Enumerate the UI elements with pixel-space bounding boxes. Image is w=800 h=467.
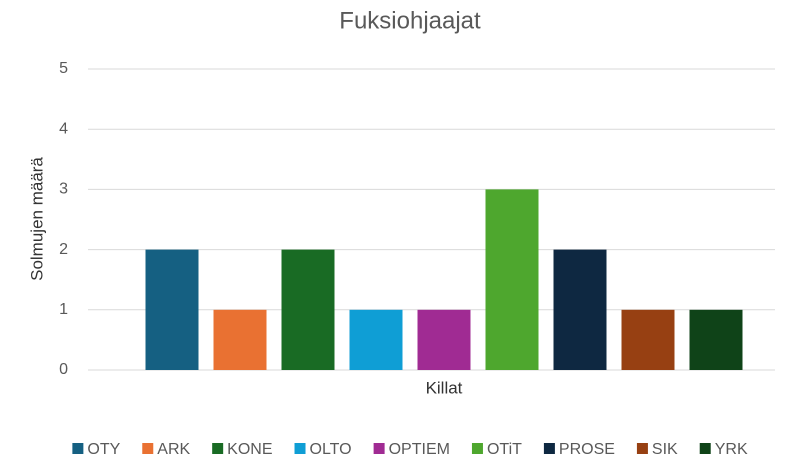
bar	[281, 249, 335, 370]
legend-swatch	[373, 443, 385, 454]
bar	[145, 249, 199, 370]
legend-swatch	[294, 443, 306, 454]
y-tick-label: 5	[59, 60, 68, 77]
legend-swatch	[699, 443, 711, 454]
legend-label: YRK	[715, 441, 748, 458]
y-tick-label: 4	[59, 120, 68, 137]
y-tick-label: 3	[59, 181, 68, 198]
legend-swatch	[636, 443, 648, 454]
bar	[621, 309, 675, 370]
bar	[553, 249, 607, 370]
bar	[485, 189, 539, 370]
legend-label: OPTIEM	[389, 441, 450, 458]
y-tick-label: 0	[59, 361, 68, 378]
y-tick-label: 1	[59, 301, 68, 318]
legend-label: OLTO	[310, 441, 352, 458]
legend-swatch	[543, 443, 555, 454]
x-axis-label: Killat	[426, 378, 463, 397]
legend-swatch	[72, 443, 84, 454]
y-axis-label: Solmujen määrä	[27, 157, 46, 281]
legend-label: ARK	[157, 441, 190, 458]
legend-label: KONE	[227, 441, 272, 458]
legend-swatch	[471, 443, 483, 454]
y-tick-label: 2	[59, 241, 68, 258]
legend-label: OTiT	[487, 441, 522, 458]
legend-label: OTY	[87, 441, 120, 458]
bar	[349, 309, 403, 370]
bar	[689, 309, 743, 370]
bar	[213, 309, 267, 370]
chart-title: Fuksiohjaajat	[339, 7, 481, 34]
legend-swatch	[142, 443, 154, 454]
legend-label: PROSE	[559, 441, 615, 458]
legend-label: SIK	[652, 441, 678, 458]
legend-swatch	[212, 443, 224, 454]
bar	[417, 309, 471, 370]
